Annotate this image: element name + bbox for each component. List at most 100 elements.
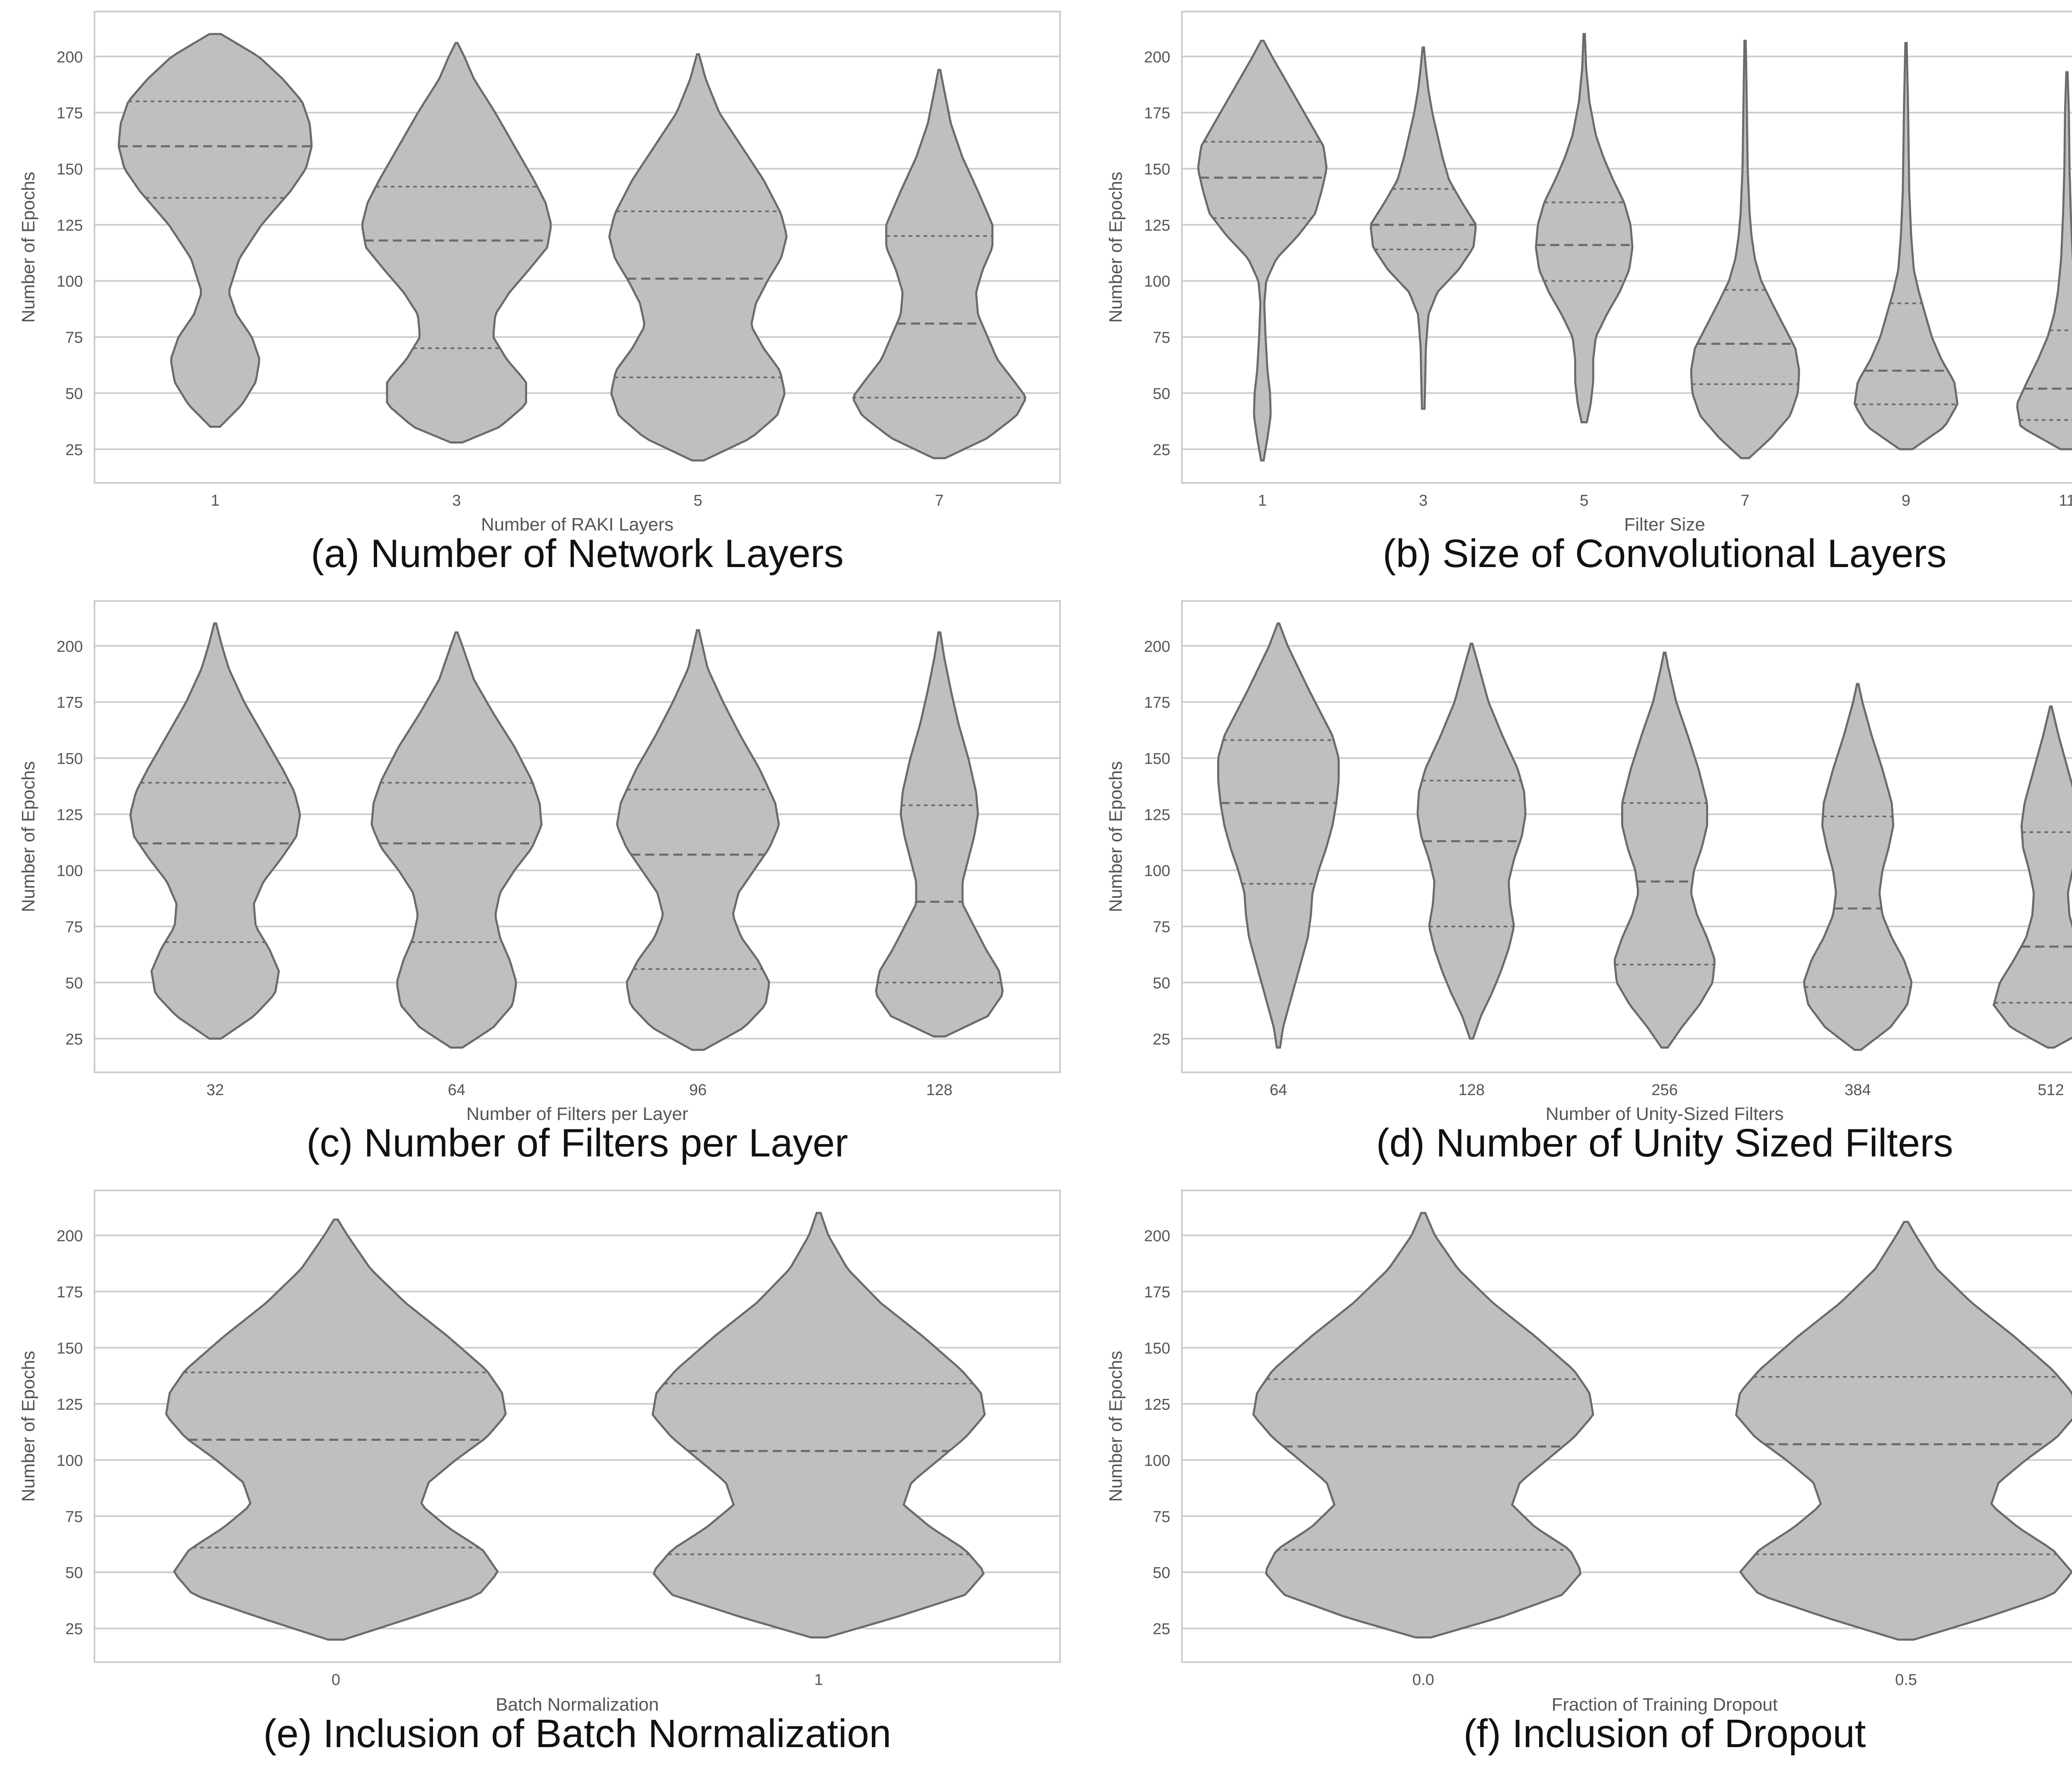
x-tick-label: 0.5 bbox=[1895, 1671, 1917, 1689]
panel-caption: (d) Number of Unity Sized Filters bbox=[1376, 1121, 1953, 1165]
x-tick-label: 9 bbox=[1902, 492, 1910, 509]
panel-b: 25 50 75 100 125 150 175 200 1 3 5 7 9 11 Filter Size N… bbox=[1106, 11, 2072, 576]
y-tick-label: 150 bbox=[57, 1340, 83, 1357]
x-tick-label: 11 bbox=[2059, 492, 2072, 509]
panel-d: 25 50 75 100 125 150 175 200 64 128 256 384 512 Numbe… bbox=[1106, 600, 2072, 1165]
x-tick-label: 64 bbox=[448, 1081, 465, 1099]
violin-body bbox=[361, 42, 552, 444]
y-tick-label: 100 bbox=[57, 273, 83, 291]
x-axis-label: Number of Unity-Sized Filters bbox=[1546, 1104, 1784, 1124]
y-tick-label: 50 bbox=[65, 1564, 83, 1582]
x-tick-label: 5 bbox=[694, 492, 702, 509]
y-tick-label: 150 bbox=[1144, 161, 1170, 178]
y-tick-label: 200 bbox=[57, 48, 83, 66]
x-axis-label: Number of RAKI Layers bbox=[481, 514, 674, 535]
y-tick-label: 75 bbox=[65, 1508, 83, 1526]
y-tick-label: 150 bbox=[1144, 750, 1170, 768]
y-tick-label: 175 bbox=[57, 105, 83, 122]
violin-body bbox=[118, 33, 313, 428]
y-tick-label: 200 bbox=[57, 1227, 83, 1245]
y-tick-label: 75 bbox=[65, 329, 83, 347]
y-axis-label: Number of Epochs bbox=[18, 761, 39, 912]
y-tick-label: 150 bbox=[1144, 1340, 1170, 1357]
axes-frame bbox=[94, 600, 1061, 1073]
y-tick-label: 25 bbox=[65, 441, 83, 459]
x-tick-label: 128 bbox=[926, 1081, 952, 1099]
panel-e: 25 50 75 100 125 150 175 200 0 1 Batch Normalizati… bbox=[18, 1190, 1061, 1756]
x-tick-label: 7 bbox=[1741, 492, 1750, 509]
y-tick-label: 25 bbox=[1153, 1621, 1170, 1638]
x-axis-label: Filter Size bbox=[1624, 514, 1705, 535]
axes-frame bbox=[1181, 600, 2072, 1073]
y-tick-label: 200 bbox=[57, 638, 83, 655]
violin-body bbox=[608, 53, 788, 462]
violin-body bbox=[1252, 1212, 1595, 1639]
x-tick-label: 1 bbox=[814, 1671, 823, 1689]
violin-body bbox=[1614, 652, 1716, 1049]
y-tick-label: 125 bbox=[57, 1396, 83, 1413]
y-axis-label: Number of Epochs bbox=[1106, 761, 1126, 912]
axes-frame bbox=[94, 1190, 1061, 1663]
violin-body bbox=[1735, 1221, 2072, 1641]
y-tick-label: 200 bbox=[1144, 1227, 1170, 1245]
y-axis-label: Number of Epochs bbox=[18, 172, 39, 322]
y-tick-label: 75 bbox=[1153, 1508, 1170, 1526]
panel-caption: (a) Number of Network Layers bbox=[311, 531, 844, 576]
y-tick-label: 25 bbox=[1153, 441, 1170, 459]
violin-body bbox=[129, 622, 301, 1040]
violin-body bbox=[1535, 33, 1634, 424]
y-tick-label: 150 bbox=[57, 750, 83, 768]
y-tick-label: 75 bbox=[1153, 919, 1170, 936]
x-axis-label: Number of Filters per Layer bbox=[466, 1104, 688, 1124]
x-tick-label: 1 bbox=[1258, 492, 1267, 509]
y-tick-label: 150 bbox=[57, 161, 83, 178]
x-tick-label: 5 bbox=[1580, 492, 1588, 509]
axes-frame bbox=[1181, 1190, 2072, 1663]
y-axis-label: Number of Epochs bbox=[1106, 1351, 1126, 1502]
axes-frame bbox=[94, 11, 1061, 484]
y-tick-label: 50 bbox=[1153, 974, 1170, 992]
y-tick-label: 100 bbox=[1144, 273, 1170, 291]
y-tick-label: 175 bbox=[1144, 105, 1170, 122]
y-tick-label: 25 bbox=[65, 1031, 83, 1048]
y-tick-label: 75 bbox=[1153, 329, 1170, 347]
violin-body bbox=[2016, 71, 2072, 451]
y-tick-label: 200 bbox=[1144, 48, 1170, 66]
y-tick-label: 50 bbox=[65, 385, 83, 402]
y-tick-label: 100 bbox=[1144, 1452, 1170, 1469]
y-tick-label: 75 bbox=[65, 919, 83, 936]
axes-frame bbox=[1181, 11, 2072, 484]
x-tick-label: 32 bbox=[206, 1081, 224, 1099]
violin-body bbox=[616, 629, 780, 1051]
y-tick-label: 125 bbox=[1144, 217, 1170, 234]
x-tick-label: 3 bbox=[1419, 492, 1428, 509]
y-tick-label: 175 bbox=[1144, 1284, 1170, 1301]
x-tick-label: 96 bbox=[689, 1081, 707, 1099]
x-tick-label: 256 bbox=[1651, 1081, 1677, 1099]
y-tick-label: 175 bbox=[1144, 694, 1170, 712]
y-tick-label: 50 bbox=[1153, 385, 1170, 402]
x-axis-label: Fraction of Training Dropout bbox=[1552, 1694, 1777, 1715]
y-tick-label: 100 bbox=[57, 1452, 83, 1469]
panel-f: 25 50 75 100 125 150 175 200 0.0 0.5 Fraction of T… bbox=[1106, 1190, 2072, 1756]
panel-caption: (e) Inclusion of Batch Normalization bbox=[263, 1711, 891, 1756]
panel-caption: (b) Size of Convolutional Layers bbox=[1383, 531, 1947, 576]
panel-a: 25 50 75 100 125 150 175 200 1 3 5 7 Number of RAKI … bbox=[18, 11, 1061, 576]
y-tick-label: 125 bbox=[1144, 806, 1170, 824]
violin-body bbox=[1803, 683, 1912, 1051]
violin-body bbox=[1197, 39, 1328, 462]
x-tick-label: 0.0 bbox=[1412, 1671, 1434, 1689]
y-tick-label: 100 bbox=[57, 863, 83, 880]
panel-caption: (c) Number of Filters per Layer bbox=[306, 1121, 848, 1165]
violin-body bbox=[165, 1218, 507, 1641]
violin-body bbox=[1690, 39, 1800, 459]
x-tick-label: 64 bbox=[1270, 1081, 1287, 1099]
x-tick-label: 0 bbox=[332, 1671, 340, 1689]
x-tick-label: 7 bbox=[935, 492, 944, 509]
violin-body bbox=[1370, 46, 1477, 410]
violin-body bbox=[651, 1212, 986, 1639]
y-tick-label: 100 bbox=[1144, 863, 1170, 880]
violin-body bbox=[1217, 622, 1340, 1049]
y-tick-label: 125 bbox=[57, 806, 83, 824]
y-tick-label: 200 bbox=[1144, 638, 1170, 655]
